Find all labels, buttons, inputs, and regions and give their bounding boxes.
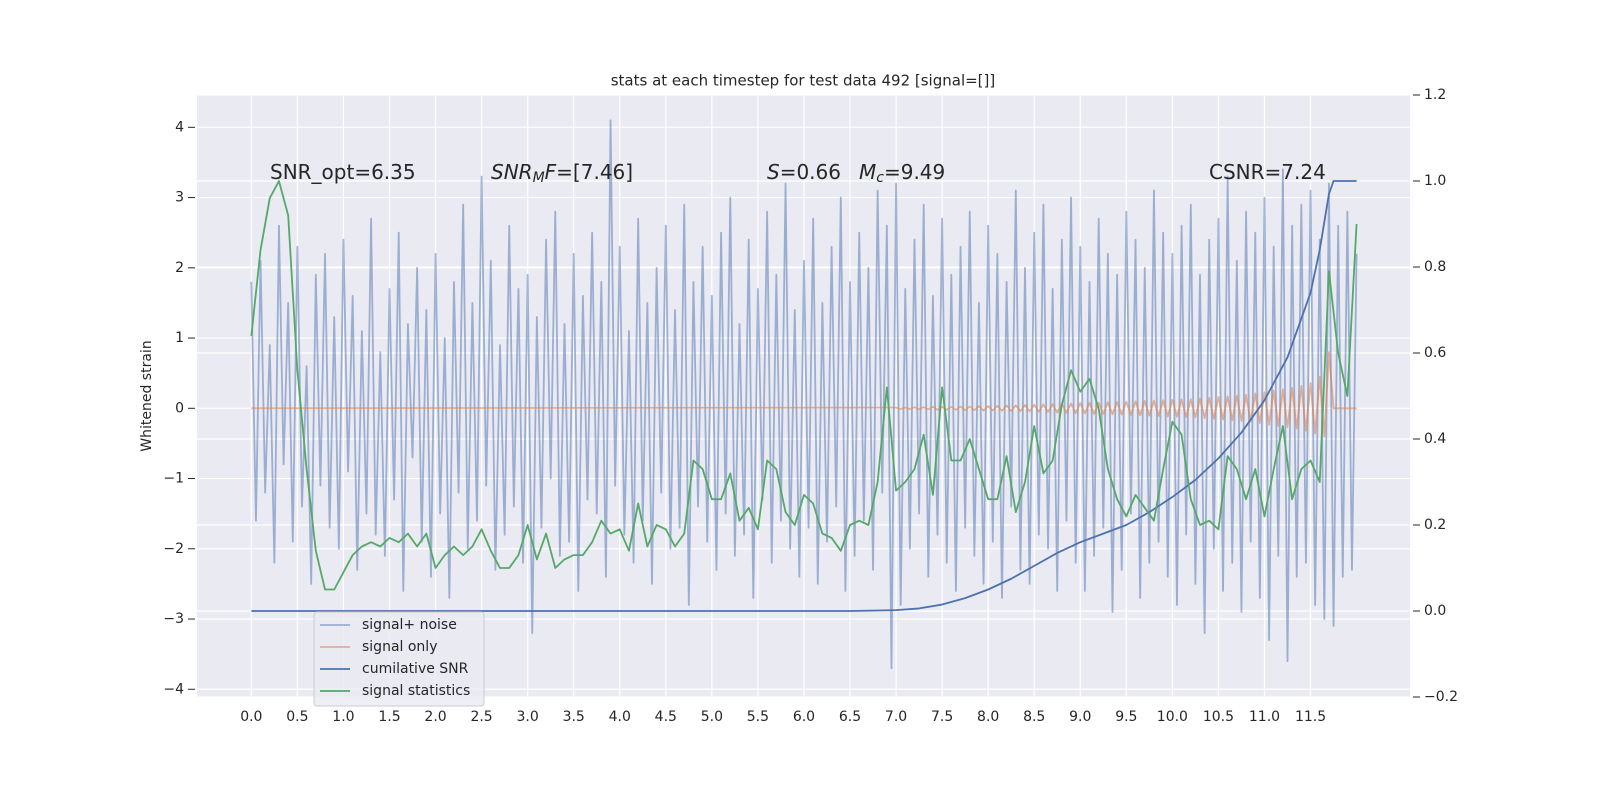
x-tick-label: 7.0 xyxy=(885,709,907,725)
x-tick-label: 1.0 xyxy=(332,709,354,725)
y2-tick-label: 1.2 xyxy=(1424,87,1446,103)
x-tick-label: 2.0 xyxy=(424,709,446,725)
y-tick-label: −2 xyxy=(163,541,184,557)
annotation-part: SNR_opt=6.35 xyxy=(270,160,416,184)
annotation-part: M xyxy=(533,170,545,186)
x-tick-label: 4.5 xyxy=(655,709,677,725)
y-tick-label: 3 xyxy=(175,190,184,206)
annotation-part: M xyxy=(859,160,876,184)
series-line xyxy=(251,351,1357,438)
x-tick-label: 6.5 xyxy=(839,709,861,725)
x-tick-label: 2.5 xyxy=(470,709,492,725)
legend-label: signal+ noise xyxy=(362,617,457,633)
x-tick-label: 5.5 xyxy=(747,709,769,725)
y-tick-label: 2 xyxy=(175,260,184,276)
annotation-part: =0.66 xyxy=(780,160,841,184)
annotation-part: S xyxy=(767,160,780,184)
annotation-part: CSNR=7.24 xyxy=(1209,160,1326,184)
x-tick-label: 1.5 xyxy=(378,709,400,725)
x-tick-label: 3.0 xyxy=(517,709,539,725)
y2-tick-label: 0.2 xyxy=(1424,517,1446,533)
x-tick-label: 4.0 xyxy=(609,709,631,725)
x-tick-label: 11.5 xyxy=(1295,709,1326,725)
x-tick-label: 0.0 xyxy=(240,709,262,725)
series-line xyxy=(251,180,1357,612)
x-tick-label: 3.5 xyxy=(563,709,585,725)
annotation-part: =9.49 xyxy=(884,160,945,184)
y2-tick-label: 1.0 xyxy=(1424,173,1446,189)
y2-tick-label: −0.2 xyxy=(1424,689,1458,705)
annotation: SNR_opt=6.35 xyxy=(270,160,416,184)
y-tick-label: 1 xyxy=(175,330,184,346)
legend-label: signal only xyxy=(362,639,437,655)
annotation: CSNR=7.24 xyxy=(1209,160,1326,184)
annotation-part: F xyxy=(545,160,557,184)
legend-box xyxy=(313,611,485,707)
series-line xyxy=(250,180,1358,591)
annotation: Mc=9.49 xyxy=(859,160,945,187)
annotation-part: c xyxy=(876,170,884,186)
y-tick-label: −1 xyxy=(163,471,184,487)
y-tick-label: −3 xyxy=(163,611,184,627)
x-tick-label: 5.0 xyxy=(701,709,723,725)
y2-tick-label: 0.0 xyxy=(1424,603,1446,619)
annotation: S=0.66 xyxy=(767,160,841,184)
annotation-part: SNR xyxy=(491,160,533,184)
x-tick-label: 10.0 xyxy=(1157,709,1188,725)
x-tick-label: 10.5 xyxy=(1203,709,1234,725)
annotation-part: =[7.46] xyxy=(556,160,633,184)
y-tick-label: 0 xyxy=(175,400,184,416)
y2-tick-label: 0.8 xyxy=(1424,259,1446,275)
y-tick-label: 4 xyxy=(175,119,184,135)
x-tick-label: 8.5 xyxy=(1023,709,1045,725)
y2-tick-label: 0.6 xyxy=(1424,345,1446,361)
y-tick-label: −4 xyxy=(163,681,184,697)
x-tick-label: 7.5 xyxy=(931,709,953,725)
legend-label: signal statistics xyxy=(362,683,470,699)
annotation: SNRMF=[7.46] xyxy=(491,160,633,187)
y2-tick-label: 0.4 xyxy=(1424,431,1446,447)
y-axis-label: Whitened strain xyxy=(139,340,155,451)
chart-title: stats at each timestep for test data 492… xyxy=(611,72,996,90)
x-tick-label: 9.5 xyxy=(1115,709,1137,725)
x-tick-label: 8.0 xyxy=(977,709,999,725)
legend-label: cumilative SNR xyxy=(362,661,469,677)
x-tick-label: 11.0 xyxy=(1249,709,1280,725)
x-tick-label: 6.0 xyxy=(793,709,815,725)
x-tick-label: 9.0 xyxy=(1069,709,1091,725)
series-line xyxy=(250,119,1358,670)
x-tick-label: 0.5 xyxy=(286,709,308,725)
